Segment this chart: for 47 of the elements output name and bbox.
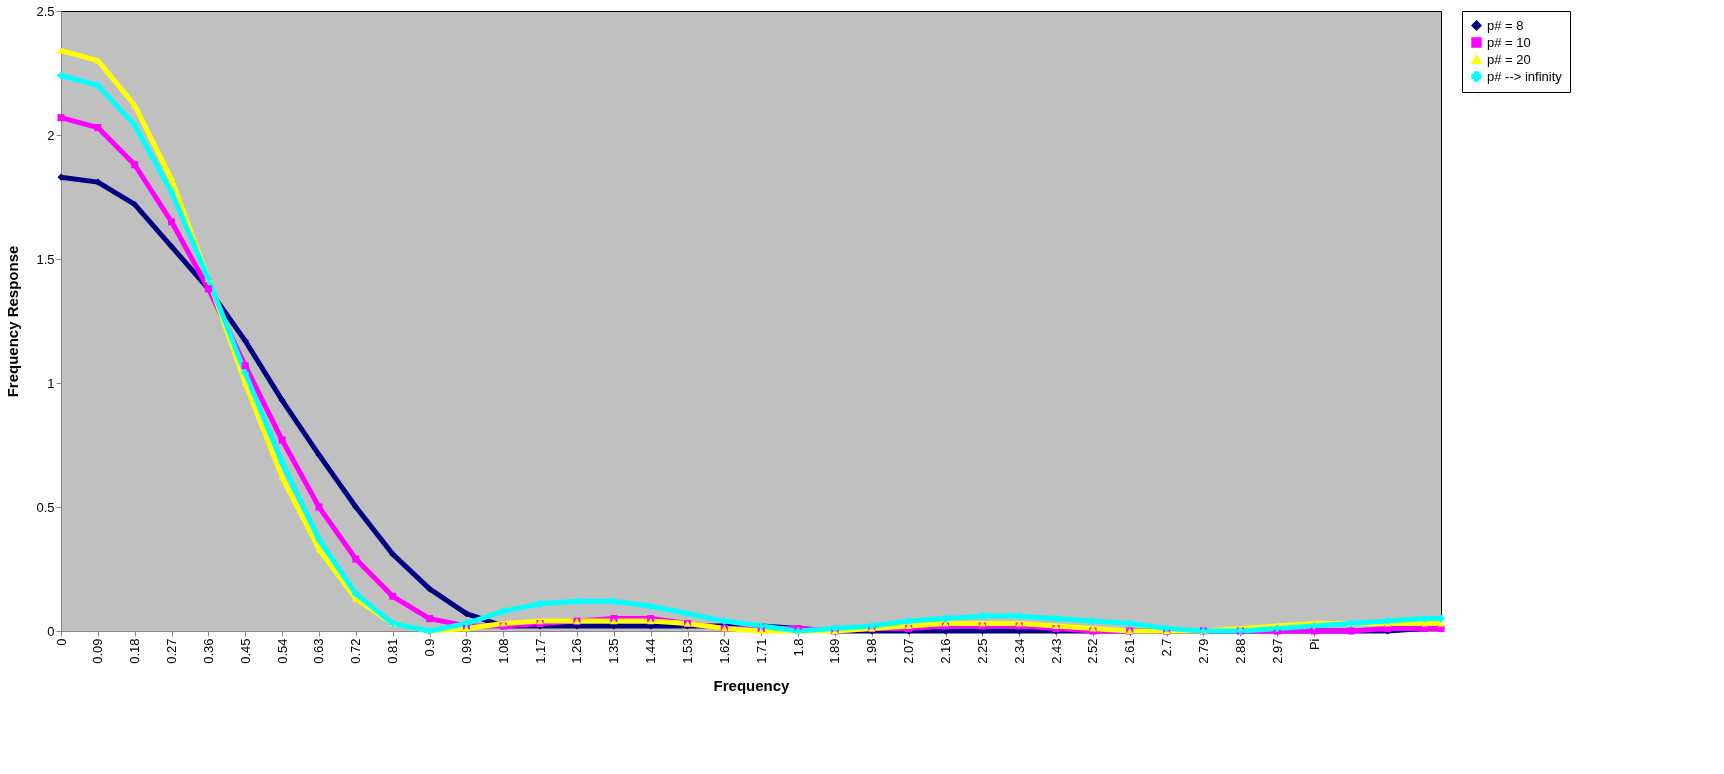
x-tick-label: 0.18 — [127, 638, 143, 664]
x-tick-label: 1.17 — [532, 638, 548, 664]
x-tick-label: 0.63 — [311, 638, 327, 664]
x-tick-label: 0.45 — [237, 638, 253, 664]
x-tick-label: 2.43 — [1048, 638, 1064, 664]
x-tick-label: 1.44 — [643, 638, 659, 664]
y-tick-label: 1.5 — [36, 251, 55, 267]
x-tick-label: 0.72 — [348, 638, 364, 664]
x-tick-label: 1.89 — [827, 638, 843, 664]
x-tick-label: 2.16 — [938, 638, 954, 664]
x-tick-label: 1.8 — [790, 638, 806, 657]
legend-label: p# = 10 — [1487, 34, 1531, 50]
x-tick-label: 2.79 — [1195, 638, 1211, 664]
y-tick-label: 1 — [47, 375, 55, 391]
x-tick-label: 0 — [53, 638, 69, 646]
x-tick-label: 1.08 — [495, 638, 511, 664]
y-axis-title: Frequency Response — [4, 245, 22, 398]
x-tick-label: 1.71 — [753, 638, 769, 664]
y-tick-label: 2.5 — [36, 3, 55, 19]
x-tick-label: 0.36 — [200, 638, 216, 664]
x-tick-label: 1.53 — [680, 638, 696, 664]
x-tick-label: 0.81 — [385, 638, 401, 664]
x-tick-label: 2.52 — [1085, 638, 1101, 664]
x-tick-label: 2.88 — [1232, 638, 1248, 664]
x-tick-label: 1.98 — [864, 638, 880, 664]
x-tick-label: Pi — [1306, 638, 1322, 651]
x-tick-label: 2.25 — [974, 638, 990, 664]
x-tick-label: 2.97 — [1269, 638, 1285, 664]
x-tick-label: 0.27 — [164, 638, 180, 664]
x-tick-label: 0.99 — [458, 638, 474, 664]
x-tick-label: 1.26 — [569, 638, 585, 664]
x-tick-label: 2.61 — [1122, 638, 1138, 664]
x-tick-label: 2.34 — [1011, 638, 1027, 664]
x-tick-label: 1.62 — [716, 638, 732, 664]
legend-label: p# = 8 — [1487, 17, 1524, 33]
legend-label: p# --> infinity — [1487, 68, 1563, 84]
x-tick-label: 1.35 — [606, 638, 622, 664]
x-tick-label: 2.7 — [1159, 638, 1175, 657]
y-tick-label: 0 — [47, 623, 55, 639]
x-tick-label: 0.9 — [422, 638, 438, 657]
x-tick-label: 0.09 — [90, 638, 106, 664]
y-tick-label: 2 — [47, 127, 55, 143]
legend-label: p# = 20 — [1487, 51, 1531, 67]
x-tick-label: 2.07 — [901, 638, 917, 664]
x-axis-title: Frequency — [713, 676, 791, 694]
x-tick-label: 0.54 — [274, 638, 290, 664]
y-tick-label: 0.5 — [36, 499, 55, 515]
